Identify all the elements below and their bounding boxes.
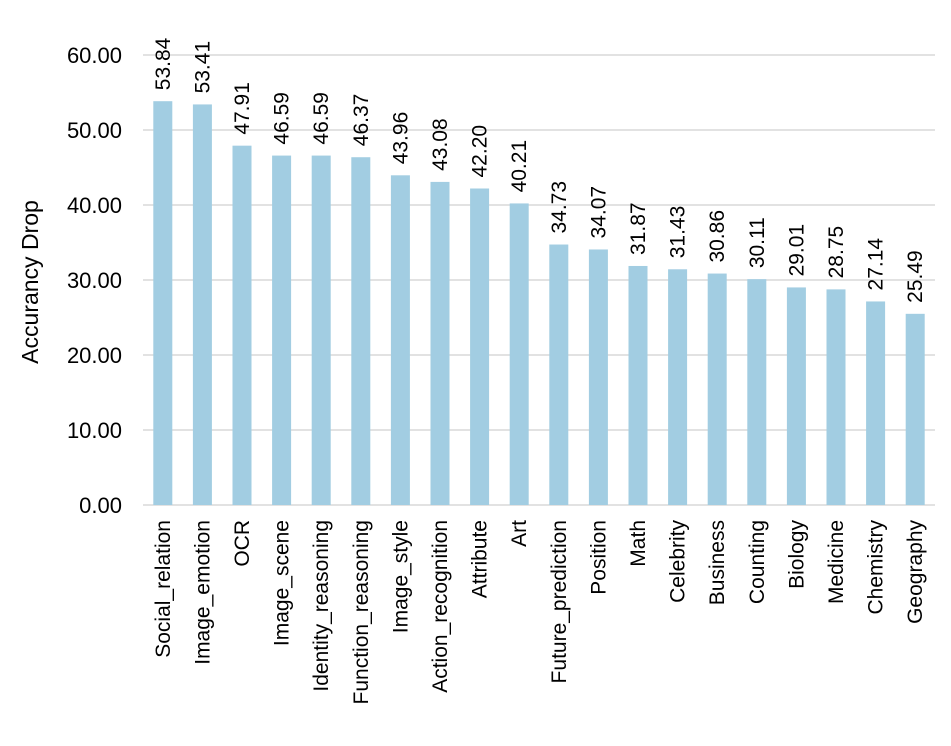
y-tick-label: 10.00 [67, 418, 122, 443]
bar [905, 313, 925, 505]
gridlines [143, 54, 935, 506]
data-labels: 53.84 53.41 47.91 46.59 46.59 46.37 43.96 43.08… [152, 37, 927, 302]
bar [509, 203, 529, 506]
data-label: 53.41 [191, 41, 214, 94]
data-label: 34.73 [548, 181, 571, 234]
category-label: Action_recognition [429, 520, 452, 693]
category-label: Attribute [469, 520, 492, 598]
data-label: 43.08 [429, 118, 452, 171]
data-label: 29.01 [785, 224, 808, 277]
category-label: Chemistry [865, 520, 888, 615]
bar [153, 101, 173, 505]
data-label: 46.37 [350, 94, 373, 147]
data-label: 31.43 [667, 206, 690, 259]
bar [311, 155, 331, 505]
category-label: Medicine [825, 520, 848, 604]
data-label: 34.07 [587, 186, 610, 239]
y-axis-title: Accurancy Drop [17, 200, 43, 364]
category-label: OCR [231, 520, 254, 567]
bar [747, 279, 767, 505]
bar [588, 249, 608, 505]
category-label: Image_style [389, 520, 412, 633]
data-label: 27.14 [865, 238, 888, 291]
bar [232, 145, 252, 506]
data-label: 53.84 [152, 37, 175, 90]
data-label: 30.86 [706, 210, 729, 263]
category-labels: Social_relation Image_emotion OCR Image_sce… [152, 520, 927, 705]
bar [786, 287, 806, 505]
category-label: Image_emotion [191, 520, 214, 665]
bar [272, 155, 292, 505]
data-label: 46.59 [310, 92, 333, 145]
bar [826, 289, 846, 505]
category-label: Position [587, 520, 610, 595]
data-label: 31.87 [627, 202, 650, 255]
bar [430, 181, 450, 505]
y-tick-label: 60.00 [67, 43, 122, 68]
category-label: Social_relation [152, 520, 175, 658]
category-label: Identity_reasoning [310, 520, 333, 692]
category-label: Function_reasoning [350, 520, 373, 704]
bar [866, 301, 886, 505]
bars [153, 101, 925, 506]
bar [351, 157, 371, 505]
y-tick-label: 0.00 [79, 493, 122, 518]
data-label: 46.59 [271, 92, 294, 145]
y-axis-tick-labels: 0.00 10.00 20.00 30.00 40.00 50.00 60.00 [67, 43, 122, 518]
y-tick-label: 50.00 [67, 118, 122, 143]
category-label: Biology [785, 520, 808, 589]
y-tick-label: 30.00 [67, 268, 122, 293]
bar [470, 188, 490, 505]
y-tick-label: 20.00 [67, 343, 122, 368]
bar [668, 269, 688, 505]
category-label: Counting [746, 520, 769, 604]
category-label: Celebrity [667, 520, 690, 603]
data-label: 42.20 [469, 125, 492, 178]
data-label: 30.11 [746, 217, 769, 268]
category-label: Image_scene [271, 520, 294, 646]
category-label: Business [706, 520, 729, 605]
bar [628, 265, 648, 505]
data-label: 47.91 [231, 82, 254, 135]
data-label: 43.96 [389, 112, 412, 165]
y-tick-label: 40.00 [67, 193, 122, 218]
bar [192, 104, 212, 506]
category-label: Future_prediction [548, 520, 571, 683]
data-label: 25.49 [904, 250, 927, 303]
bar [390, 175, 410, 506]
category-label: Geography [904, 520, 927, 624]
data-label: 28.75 [825, 226, 848, 279]
category-label: Math [627, 520, 650, 567]
bar [549, 244, 569, 505]
category-label: Art [508, 520, 531, 547]
bar [707, 273, 727, 505]
data-label: 40.21 [508, 140, 531, 193]
